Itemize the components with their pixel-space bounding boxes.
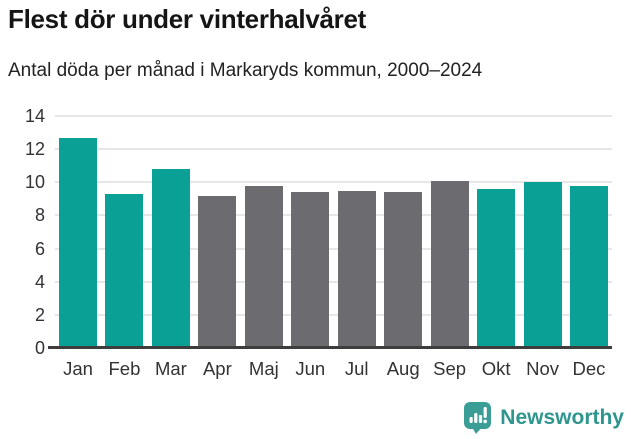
bar-column-jul: Jul	[337, 116, 376, 379]
x-tick-label: Mar	[154, 358, 187, 379]
bar-column-nov: Nov	[523, 116, 562, 379]
bar-column-dec: Dec	[569, 116, 608, 379]
bar-column-feb: Feb	[105, 116, 144, 379]
gridline	[55, 214, 612, 216]
bar-mar	[151, 169, 190, 348]
y-tick-label: 2	[34, 305, 45, 325]
bar-column-apr: Apr	[198, 116, 237, 379]
bar-jul	[337, 190, 376, 348]
bar-column-jun: Jun	[291, 116, 330, 379]
bar-column-sep: Sep	[430, 116, 469, 379]
bar-dec	[569, 185, 608, 348]
x-tick-label: Aug	[386, 358, 420, 379]
bar-jan	[59, 137, 97, 348]
x-tick-label: Maj	[248, 358, 279, 379]
newsworthy-logo[interactable]: Newsworthy	[463, 401, 624, 434]
bar-feb	[105, 193, 144, 348]
y-tick-label: 4	[34, 272, 45, 292]
bar-apr	[198, 195, 237, 348]
x-tick-label: Dec	[572, 358, 606, 379]
bar-nov	[523, 182, 562, 348]
gridline	[55, 248, 612, 250]
chart-subtitle: Antal döda per månad i Markaryds kommun,…	[8, 60, 483, 81]
gridline	[55, 314, 612, 316]
y-tick-label: 8	[34, 205, 45, 225]
brand-name: Newsworthy	[500, 405, 624, 429]
bar-column-maj: Maj	[244, 116, 283, 379]
x-tick-label: Feb	[108, 358, 141, 379]
bar-column-mar: Mar	[151, 116, 190, 379]
y-tick-label: 6	[34, 239, 45, 259]
gridline	[55, 181, 612, 183]
bar-column-aug: Aug	[384, 116, 423, 379]
gridline	[55, 148, 612, 150]
gridline	[55, 281, 612, 283]
bar-chart-speech-bubble-icon	[464, 402, 492, 434]
y-tick-label: 14	[24, 106, 45, 126]
bar-jun	[291, 192, 330, 348]
x-tick-label: Sep	[433, 358, 467, 379]
chart-title: Flest dör under vinterhalvåret	[8, 4, 366, 34]
x-tick-label: Jul	[344, 358, 369, 379]
y-tick-label: 10	[24, 172, 45, 192]
bar-series: Jan Feb Mar Apr Maj Jun Jul Aug Sep Okt Nov Dec	[59, 116, 608, 379]
x-tick-label: Apr	[202, 358, 232, 379]
bar-column-okt: Okt	[477, 116, 516, 379]
y-tick-label: 0	[34, 338, 45, 358]
x-tick-label: Nov	[526, 358, 559, 379]
bar-maj	[244, 185, 283, 348]
bar-column-jan: Jan	[59, 116, 97, 379]
x-tick-label: Jun	[295, 358, 326, 379]
y-tick-label: 12	[24, 139, 45, 159]
bar-aug	[384, 192, 423, 348]
bar-sep	[430, 180, 469, 348]
x-axis-line	[48, 346, 612, 349]
plot-area: Jan Feb Mar Apr Maj Jun Jul Aug Sep Okt Nov Dec 0 2 4…	[25, 107, 612, 379]
gridline	[55, 115, 612, 117]
x-tick-label: Okt	[481, 358, 511, 379]
bar-okt	[477, 188, 516, 348]
x-tick-label: Jan	[63, 358, 93, 379]
